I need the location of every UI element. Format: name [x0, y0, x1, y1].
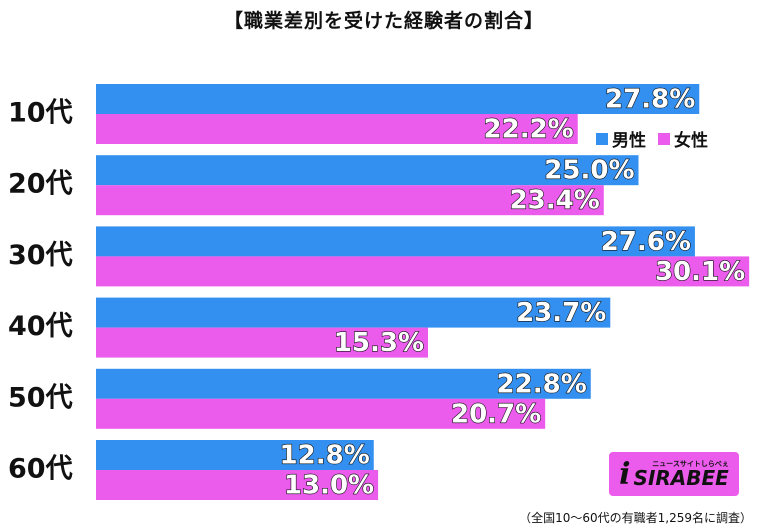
bar-male [96, 440, 374, 470]
category-label: 10代 [8, 98, 73, 129]
bar-male [96, 297, 611, 328]
bar-male [96, 368, 591, 399]
legend-swatch-female [658, 132, 670, 145]
data-label: 22.2% [484, 115, 574, 145]
logo-name: SIRABEE [633, 465, 729, 490]
category-label: 60代 [8, 454, 73, 485]
data-label: 27.6% [601, 227, 691, 257]
data-label: 12.8% [280, 441, 370, 471]
data-label: 15.3% [334, 328, 424, 358]
bar-female [96, 185, 604, 216]
legend-item-male: 男性 [596, 126, 646, 151]
sirabee-logo: i ニュースサイトしらべぇ SIRABEE [609, 452, 739, 496]
bar-female [96, 114, 578, 144]
legend: 男性 女性 [590, 124, 714, 153]
logo-i-mark-icon: i [619, 456, 631, 492]
category-label: 20代 [8, 169, 73, 200]
bar-male [96, 226, 695, 257]
data-label: 13.0% [284, 471, 374, 501]
bar-female [96, 398, 546, 429]
data-label: 27.8% [605, 85, 695, 115]
survey-note: （全国10～60代の有職者1,259名に調査） [519, 511, 752, 525]
chart-title: 【職業差別を受けた経験者の割合】 [223, 10, 544, 32]
legend-item-female: 女性 [658, 126, 708, 151]
data-label: 22.8% [497, 369, 587, 399]
bar-female [96, 470, 379, 500]
logo-subtitle: ニュースサイトしらべぇ [652, 459, 729, 468]
data-label: 25.0% [544, 156, 634, 186]
data-label: 30.1% [655, 257, 745, 287]
data-label: 20.7% [451, 399, 541, 429]
legend-label-female: 女性 [674, 131, 708, 151]
legend-swatch-male [596, 132, 608, 145]
bar-male [96, 155, 639, 186]
category-label: 50代 [8, 382, 73, 413]
category-label: 30代 [8, 240, 73, 271]
legend-label-male: 男性 [612, 131, 646, 151]
data-label: 23.7% [516, 298, 606, 328]
category-label: 40代 [8, 311, 73, 342]
bar-female [96, 327, 429, 358]
bar-male [96, 84, 700, 114]
bar-female [96, 256, 750, 287]
data-label: 23.4% [510, 186, 600, 216]
